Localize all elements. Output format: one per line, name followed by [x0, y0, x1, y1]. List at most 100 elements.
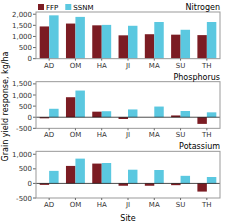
- y-tick-label: 1,000: [12, 33, 32, 41]
- y-tick-label: 1,500: [12, 80, 32, 88]
- bar: [145, 34, 154, 58]
- bar: [154, 170, 163, 183]
- x-tick-label: OM: [70, 62, 82, 70]
- zero-line: [36, 117, 220, 118]
- bar: [66, 97, 75, 117]
- bar: [92, 164, 101, 184]
- x-tick-label: HA: [97, 201, 107, 209]
- legend-swatch: [65, 4, 71, 10]
- x-tick: [180, 198, 181, 200]
- y-tick-label: 1,500: [12, 22, 32, 30]
- bar: [92, 25, 101, 58]
- bar: [75, 159, 84, 184]
- x-tick: [128, 128, 129, 130]
- panel: -50005001,000ADOMHAJIMASUTHPotassium: [12, 142, 220, 209]
- legend-label: FFP: [46, 4, 58, 12]
- x-tick: [75, 198, 76, 200]
- bar: [128, 26, 137, 59]
- bar: [154, 22, 163, 59]
- x-tick-label: AD: [44, 201, 54, 209]
- panel-title: Potassium: [179, 142, 220, 151]
- bar: [92, 112, 101, 118]
- x-tick-label: JI: [125, 131, 130, 139]
- x-tick-label: HA: [97, 131, 107, 139]
- plot-frame: [36, 12, 220, 59]
- bar: [75, 91, 84, 118]
- bar: [102, 111, 111, 117]
- bar: [154, 107, 163, 118]
- zero-line: [36, 183, 220, 184]
- bar: [119, 183, 128, 185]
- bar: [128, 170, 137, 184]
- legend-label: SSNM: [73, 4, 93, 12]
- y-tick-label: 500: [19, 44, 32, 52]
- x-tick-label: HA: [97, 62, 107, 70]
- x-tick-label: MA: [149, 201, 160, 209]
- x-tick-label: TH: [201, 131, 212, 139]
- bar: [66, 166, 75, 184]
- plot-frame: [36, 82, 220, 129]
- x-tick-label: OM: [70, 201, 82, 209]
- x-tick: [180, 128, 181, 130]
- x-tick: [154, 59, 155, 61]
- y-tick-label: 0: [28, 180, 32, 188]
- x-tick: [49, 59, 50, 61]
- bar: [40, 26, 49, 58]
- x-tick: [49, 198, 50, 200]
- bar: [145, 183, 154, 185]
- y-axis-label: Grain yield response, kg/ha: [1, 52, 10, 162]
- bar: [207, 22, 216, 59]
- bars: [40, 159, 217, 192]
- x-tick: [180, 59, 181, 61]
- x-tick: [101, 198, 102, 200]
- x-tick: [206, 59, 207, 61]
- y-tick-label: 1,000: [12, 151, 32, 159]
- y-tick-label: 2,000: [12, 11, 32, 19]
- x-tick: [206, 128, 207, 130]
- bar: [207, 112, 216, 117]
- bar: [181, 176, 190, 184]
- x-tick: [75, 128, 76, 130]
- bar: [49, 109, 58, 117]
- panel-title: Phosphorus: [173, 73, 220, 82]
- x-tick: [101, 128, 102, 130]
- bars: [40, 15, 217, 58]
- x-tick-label: AD: [44, 131, 54, 139]
- bar: [181, 111, 190, 117]
- x-tick-label: SU: [176, 131, 186, 139]
- bar: [49, 171, 58, 184]
- x-tick: [128, 198, 129, 200]
- y-tick-label: -500: [16, 195, 32, 203]
- x-tick-label: OM: [70, 131, 82, 139]
- x-tick: [101, 59, 102, 61]
- bar: [171, 35, 180, 59]
- y-tick-label: 0: [28, 55, 32, 63]
- bar: [119, 35, 128, 58]
- x-tick-label: TH: [201, 201, 212, 209]
- plot-frame: [36, 151, 220, 198]
- x-axis-label: Site: [120, 214, 135, 223]
- bar: [197, 117, 206, 124]
- x-tick-label: JI: [125, 201, 130, 209]
- x-tick-label: AD: [44, 62, 54, 70]
- y-tick-label: 1,000: [12, 92, 32, 100]
- x-tick-label: TH: [201, 62, 212, 70]
- x-tick: [49, 128, 50, 130]
- y-tick-label: -500: [16, 125, 32, 133]
- y-tick-label: 500: [19, 103, 32, 111]
- x-tick: [154, 128, 155, 130]
- y-tick-label: 0: [28, 114, 32, 122]
- bar: [197, 183, 206, 191]
- legend-swatch: [38, 4, 44, 10]
- panel: -500 0 500 1,000 1,500 AD OM HA JI MA SU TH Phosphor…: [12, 73, 220, 140]
- x-tick-label: SU: [176, 62, 186, 70]
- x-tick-label: JI: [125, 62, 130, 70]
- bar: [128, 109, 137, 117]
- bar: [102, 163, 111, 183]
- chart: 0 500 1,000 1,500 2,000 AD OM HA JI MA SU TH Nitroge…: [0, 0, 225, 224]
- x-tick-label: MA: [149, 62, 160, 70]
- panel-title: Nitrogen: [186, 3, 220, 12]
- panel: 0 500 1,000 1,500 2,000 AD OM HA JI MA SU TH Nitroge…: [12, 3, 220, 70]
- x-tick-label: MA: [149, 131, 160, 139]
- x-tick: [75, 59, 76, 61]
